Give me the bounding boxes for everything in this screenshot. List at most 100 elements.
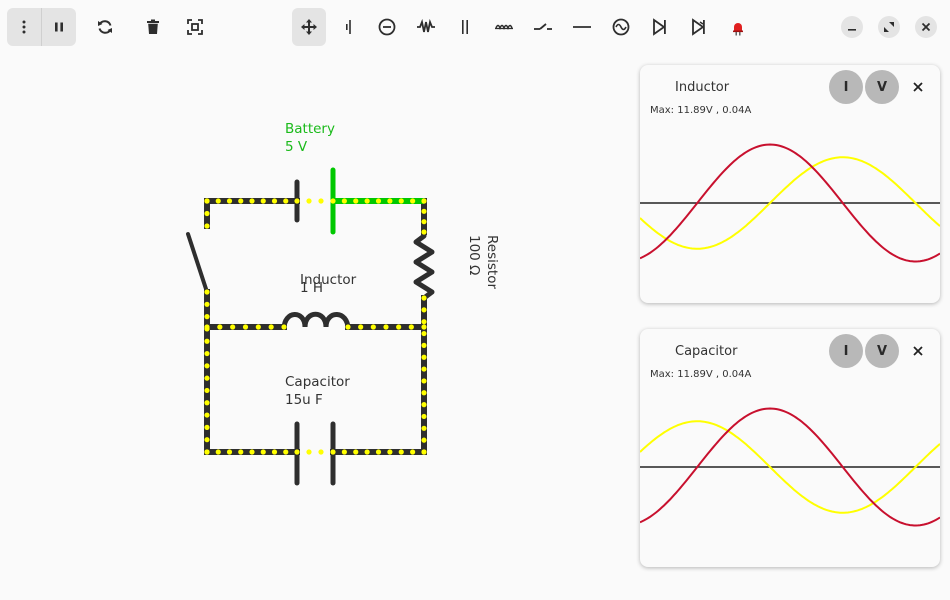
current-dot [421, 402, 427, 408]
resistor-component[interactable] [413, 232, 435, 300]
inductor-component[interactable] [281, 311, 351, 330]
battery-value-label: 5 V [285, 139, 308, 155]
current-trace [640, 407, 940, 527]
restore-icon [884, 22, 894, 32]
screenshot-button[interactable] [178, 8, 212, 46]
current-dot [217, 324, 223, 330]
battery-name-label: Battery [285, 121, 335, 137]
current-dot [421, 378, 427, 384]
current-dot [421, 354, 427, 360]
current-dot [398, 449, 404, 455]
current-dot [318, 449, 324, 455]
current-toggle-button[interactable]: I [829, 334, 863, 368]
current-dot [421, 219, 427, 225]
current-dot [421, 425, 427, 431]
current-dot [330, 449, 336, 455]
tool-capacitor[interactable] [448, 8, 482, 46]
current-dot [204, 363, 210, 369]
tool-resistor[interactable] [409, 8, 443, 46]
current-dot [341, 449, 347, 455]
panel-close-button[interactable] [908, 341, 928, 361]
divider [41, 8, 42, 46]
switch-component[interactable] [186, 232, 209, 294]
tool-inductor[interactable] [487, 8, 521, 46]
capacitor-graph-panel[interactable]: Capacitor Max: 11.89V , 0.04A I V [640, 329, 940, 567]
tool-zener-diode[interactable] [682, 8, 716, 46]
current-dot [281, 324, 287, 330]
voltage-toggle-button[interactable]: V [865, 70, 899, 104]
voltage-toggle-button[interactable]: V [865, 334, 899, 368]
current-dot [383, 324, 389, 330]
inductor-graph-panel[interactable]: Inductor Max: 11.89V , 0.04A I V [640, 65, 940, 303]
current-dots [204, 198, 427, 455]
voltage-trace [640, 420, 940, 514]
current-dot [353, 198, 359, 204]
minimize-button[interactable] [841, 16, 863, 38]
current-dot [204, 424, 210, 430]
tool-ac-generator[interactable] [604, 8, 638, 46]
close-icon [921, 22, 931, 32]
current-dot [345, 324, 351, 330]
resistor-value-label: 100 Ω [466, 235, 482, 275]
current-dot [421, 390, 427, 396]
current-dot [410, 198, 416, 204]
resistor-name-label: Resistor [484, 235, 500, 289]
tool-move[interactable] [292, 8, 326, 46]
delete-button[interactable] [136, 8, 170, 46]
inductor-icon [495, 24, 513, 31]
current-dot [215, 198, 221, 204]
current-dot [306, 198, 312, 204]
current-dot [353, 449, 359, 455]
current-dot [375, 198, 382, 204]
current-dot [306, 449, 312, 455]
panel-close-button[interactable] [908, 77, 928, 97]
menu-dots-icon [22, 20, 26, 34]
menu-button[interactable] [7, 8, 41, 46]
current-dot [364, 198, 370, 204]
pause-button[interactable] [42, 8, 76, 46]
resistor-icon [417, 18, 435, 33]
switch-icon [534, 23, 552, 30]
battery-component[interactable] [294, 167, 336, 235]
tool-led[interactable] [721, 8, 755, 46]
panel-max-readout: Max: 11.89V , 0.04A [650, 105, 752, 116]
tool-ac-source[interactable] [370, 8, 404, 46]
panel-title: Inductor [675, 80, 730, 95]
current-dot [318, 198, 324, 204]
current-dot [364, 449, 370, 455]
tool-wire[interactable] [565, 8, 599, 46]
current-dot [230, 324, 236, 330]
capacitor-component[interactable] [294, 421, 336, 486]
move-icon [301, 19, 317, 35]
current-dot [330, 198, 336, 204]
current-dot [421, 295, 427, 301]
current-dot [387, 198, 393, 204]
wire-icon [573, 26, 591, 28]
led-icon [733, 23, 743, 36]
current-dot [204, 210, 210, 217]
current-dot [421, 229, 427, 235]
current-dot [410, 449, 416, 455]
current-dot [408, 324, 414, 330]
close-icon [913, 82, 923, 92]
tool-diode[interactable] [643, 8, 677, 46]
current-dot [421, 366, 427, 372]
current-dot [421, 342, 427, 348]
current-dot [204, 449, 210, 455]
reset-button[interactable] [88, 8, 122, 46]
diode-icon [653, 18, 666, 36]
current-toggle-button[interactable]: I [829, 70, 863, 104]
minimize-icon [848, 29, 856, 31]
tool-switch[interactable] [526, 8, 560, 46]
current-dot [271, 198, 278, 204]
close-button[interactable] [915, 16, 937, 38]
panel-max-readout: Max: 11.89V , 0.04A [650, 369, 752, 380]
current-dot [421, 449, 427, 455]
current-dot [204, 387, 210, 394]
maximize-button[interactable] [878, 16, 900, 38]
current-dot [421, 319, 427, 325]
current-dot [249, 449, 255, 455]
battery-icon [346, 20, 351, 34]
tool-battery[interactable] [331, 8, 365, 46]
